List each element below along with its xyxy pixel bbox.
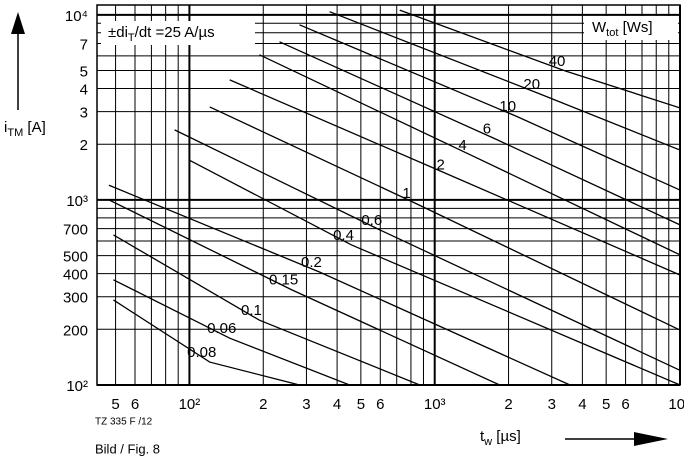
x-tick-label: 5 bbox=[111, 396, 119, 413]
energy-curve bbox=[229, 79, 680, 276]
x-tick-label: 10² bbox=[179, 396, 201, 413]
curve-label: 0.2 bbox=[301, 254, 322, 271]
legend-title: Wtot [Ws] bbox=[592, 19, 653, 39]
curve-label: 6 bbox=[483, 121, 491, 138]
annotation-box bbox=[101, 21, 255, 45]
curve-label: 2 bbox=[436, 157, 444, 174]
y-tick-label: 2 bbox=[80, 137, 88, 154]
curve-label: 4 bbox=[458, 137, 466, 154]
x-tick-label: 2 bbox=[504, 396, 512, 413]
curve-label: 0.4 bbox=[333, 227, 354, 244]
y-tick-label: 10² bbox=[66, 378, 88, 395]
y-arrow bbox=[11, 12, 25, 110]
y-tick-label: 10³ bbox=[66, 193, 88, 210]
x-label: tw [µs] bbox=[480, 428, 521, 448]
y-tick-label: 10⁴ bbox=[65, 8, 88, 25]
energy-curve bbox=[329, 11, 680, 151]
labels: 5610²2345610³2345610⁴10²2003004005007001… bbox=[63, 8, 684, 413]
caption: Bild / Fig. 8 bbox=[95, 441, 160, 456]
energy-curve bbox=[113, 279, 350, 385]
x-label-sub: w bbox=[483, 436, 492, 448]
curve-label: 20 bbox=[523, 76, 540, 93]
y-tick-label: 300 bbox=[63, 290, 88, 307]
curve-label: 40 bbox=[549, 53, 566, 70]
y-tick-label: 3 bbox=[80, 105, 88, 122]
y-tick-label: 200 bbox=[63, 322, 88, 339]
y-tick-label: 700 bbox=[63, 222, 88, 239]
annotation-main: ±di bbox=[108, 24, 128, 41]
x-tick-label: 4 bbox=[578, 396, 586, 413]
x-tick-label: 4 bbox=[333, 396, 341, 413]
energy-curve bbox=[113, 234, 420, 385]
curve-label: 10 bbox=[499, 98, 516, 115]
code: TZ 335 F /12 bbox=[95, 417, 153, 428]
energy-curve bbox=[259, 54, 680, 256]
energy-curve bbox=[209, 106, 680, 331]
energy-curve bbox=[189, 159, 680, 385]
x-tick-label: 10⁴ bbox=[668, 396, 684, 413]
x-label-main: t bbox=[480, 428, 485, 445]
x-tick-label: 3 bbox=[302, 396, 310, 413]
curves bbox=[108, 9, 680, 385]
legend-box bbox=[584, 16, 678, 40]
annotation-sub: T bbox=[128, 32, 135, 44]
x-tick-label: 2 bbox=[259, 396, 267, 413]
x-label-rest: [µs] bbox=[492, 428, 521, 445]
curve-label: 0.06 bbox=[207, 320, 236, 337]
x-tick-label: 6 bbox=[621, 396, 629, 413]
x-tick-label: 3 bbox=[548, 396, 556, 413]
curve-label: 1 bbox=[402, 185, 410, 202]
y-label: iTM [A] bbox=[4, 119, 46, 139]
energy-curve bbox=[108, 184, 571, 385]
x-arrow bbox=[565, 432, 668, 446]
x-tick-label: 6 bbox=[376, 396, 384, 413]
plot-frame bbox=[96, 4, 681, 386]
annotation-rest: /dt =25 A/µs bbox=[135, 24, 215, 41]
legend-title-sub: tot bbox=[606, 27, 618, 39]
x-tick-label: 5 bbox=[357, 396, 365, 413]
legend-title-main: W bbox=[592, 19, 607, 36]
curve-label: 0.6 bbox=[361, 212, 382, 229]
annotation: ±diT/dt =25 A/µs bbox=[108, 24, 215, 44]
x-tick-label: 10³ bbox=[424, 396, 446, 413]
energy-curve bbox=[108, 199, 500, 385]
energy-curve bbox=[399, 9, 680, 109]
y-tick-label: 7 bbox=[80, 36, 88, 53]
y-label-sub: TM bbox=[7, 127, 23, 139]
y-label-rest: [A] bbox=[23, 119, 46, 136]
x-tick-label: 5 bbox=[602, 396, 610, 413]
energy-curve bbox=[279, 41, 680, 226]
y-tick-label: 500 bbox=[63, 249, 88, 266]
x-tick-label: 6 bbox=[131, 396, 139, 413]
curve-label: 0.1 bbox=[241, 302, 262, 319]
energy-curve bbox=[113, 299, 300, 385]
legend-title-rest: [Ws] bbox=[618, 19, 652, 36]
curve-label: 0.08 bbox=[187, 344, 216, 361]
curve-label: 0.15 bbox=[269, 272, 298, 289]
y-label-main: i bbox=[4, 119, 7, 136]
y-tick-label: 5 bbox=[80, 64, 88, 81]
y-tick-label: 400 bbox=[63, 267, 88, 284]
energy-curve bbox=[299, 24, 680, 191]
y-tick-label: 4 bbox=[80, 81, 88, 98]
energy-curve bbox=[174, 129, 680, 371]
